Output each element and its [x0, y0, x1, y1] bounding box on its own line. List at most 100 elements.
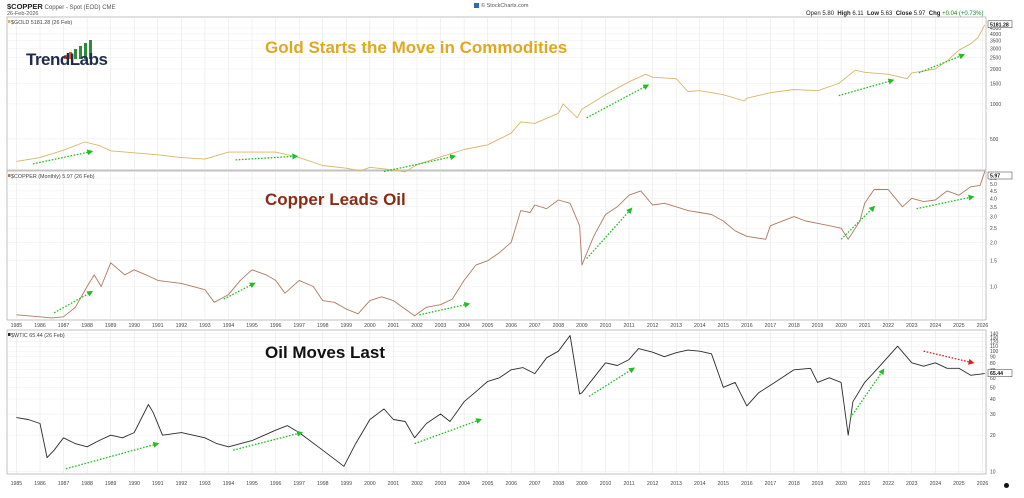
x-tick-label-bottom: 2022: [882, 481, 894, 487]
x-tick-label-top: 1987: [58, 323, 70, 329]
x-tick-label-top: 1990: [128, 323, 140, 329]
x-tick-label-bottom: 1991: [152, 481, 164, 487]
legend-swatch-oil: [8, 333, 11, 336]
x-tick-label-bottom: 1987: [58, 481, 70, 487]
y-tick-label: 10: [990, 469, 996, 475]
x-tick-label-bottom: 2009: [576, 481, 588, 487]
series-line-oil: [16, 335, 985, 467]
y-tick-label: 60: [990, 376, 996, 382]
chg-value: +0.04 (+0.73%): [942, 11, 984, 17]
logo-text: TrendLabs: [26, 50, 108, 69]
series-legend-oil: $WTIC 65.44 (26 Feb): [11, 333, 65, 339]
trend-arrow-up: [840, 205, 876, 240]
x-tick-label-bottom: 1999: [341, 481, 353, 487]
y-tick-label: 30: [990, 412, 996, 418]
symbol-description: Copper - Spot (EOD) CME: [44, 5, 116, 11]
logo-bars-icon: [64, 40, 92, 59]
x-tick-label-bottom: 1989: [105, 481, 117, 487]
x-tick-label-top: 1995: [246, 323, 258, 329]
header-date: 26-Feb-2026: [7, 11, 39, 17]
ohlc-readout: Open 5.80 High 6.11 Low 5.63 Close 5.97 …: [806, 11, 983, 17]
series-line-copper: [16, 171, 986, 319]
x-tick-label-top: 2026: [977, 323, 989, 329]
x-tick-label-top: 2001: [388, 323, 400, 329]
y-tick-label: 2.0: [990, 240, 997, 246]
x-tick-label-top: 2008: [553, 323, 565, 329]
y-tick-label: 3.0: [990, 215, 997, 221]
x-tick-label-top: 2003: [435, 323, 447, 329]
x-tick-label-bottom: 2024: [930, 481, 942, 487]
x-tick-label-bottom: 1988: [81, 481, 93, 487]
panel-frame-1: [6, 170, 987, 321]
y-tick-label: 4000: [990, 32, 1001, 38]
x-tick-label-bottom: 1986: [34, 481, 46, 487]
y-tick-label: 1500: [990, 81, 1001, 87]
y-tick-label: 80: [990, 361, 996, 367]
x-tick-label-top: 2011: [623, 323, 634, 329]
x-tick-label-bottom: 2011: [623, 481, 634, 487]
x-tick-label-top: 2010: [600, 323, 612, 329]
x-tick-label-top: 1985: [11, 323, 23, 329]
y-tick-label: 140: [990, 332, 999, 338]
y-tick-label: 130: [990, 335, 999, 341]
x-tick-label-bottom: 2007: [529, 481, 541, 487]
x-tick-label-top: 2013: [670, 323, 682, 329]
x-tick-label-bottom: 1994: [223, 481, 235, 487]
open-label: Open: [806, 11, 821, 17]
panel-frame-2: [6, 329, 987, 475]
axis-layer: 1985 1985 1986 1986 1987 1987 1988 1988 1989 1989…: [8, 20, 1013, 487]
x-tick-label-bottom: 2001: [388, 481, 400, 487]
x-tick-label-bottom: 2016: [741, 481, 753, 487]
oil-panel-title: Oil Moves Last: [265, 343, 385, 362]
x-tick-label-bottom: 2015: [718, 481, 730, 487]
x-tick-label-bottom: 2005: [482, 481, 494, 487]
y-tick-label: 50: [990, 385, 996, 391]
x-tick-label-bottom: 1992: [176, 481, 188, 487]
x-tick-label-top: 1997: [293, 323, 305, 329]
symbol-text: $COPPER: [7, 2, 43, 11]
trend-arrow-up: [586, 207, 633, 260]
x-tick-label-top: 2006: [505, 323, 517, 329]
last-value-badge-oil: [987, 369, 1013, 377]
y-tick-label: 2500: [990, 56, 1001, 62]
x-tick-label-top: 1989: [105, 323, 117, 329]
y-tick-label: 500: [990, 137, 999, 143]
x-tick-label-bottom: 1996: [270, 481, 282, 487]
close-label: Close: [895, 11, 913, 17]
open-value: 5.80: [822, 11, 835, 17]
y-tick-label: 100: [990, 349, 999, 355]
y-tick-label: 1000: [990, 102, 1001, 108]
low-label: Low: [866, 11, 879, 17]
x-tick-label-top: 2020: [835, 323, 847, 329]
last-value-badge-gold: [987, 20, 1013, 29]
chg-label: Chg: [928, 11, 941, 17]
site-text: © StockCharts.com: [481, 3, 529, 9]
trend-arrow-up: [414, 418, 483, 445]
x-tick-label-top: 2019: [812, 323, 824, 329]
trend-arrow-up: [586, 84, 650, 119]
x-tick-label-bottom: 2018: [788, 481, 800, 487]
x-tick-label-bottom: 2006: [505, 481, 517, 487]
x-tick-label-top: 2024: [930, 323, 942, 329]
x-tick-label-bottom: 2000: [364, 481, 376, 487]
x-tick-label-bottom: 2004: [458, 481, 470, 487]
y-tick-label: 1.5: [990, 259, 997, 265]
grid-layer: [6, 16, 987, 475]
line-layer: [16, 24, 986, 467]
x-tick-label-top: 1999: [341, 323, 353, 329]
x-tick-label-bottom: 2003: [435, 481, 447, 487]
y-tick-label: 5.0: [990, 182, 997, 188]
y-tick-label: 3500: [990, 39, 1001, 45]
x-tick-label-bottom: 1990: [128, 481, 140, 487]
x-tick-label-bottom: 1997: [293, 481, 305, 487]
trend-arrow-up: [32, 149, 94, 165]
x-tick-label-top: 2021: [859, 323, 871, 329]
x-tick-label-bottom: 1998: [317, 481, 329, 487]
trend-arrow-up: [53, 291, 94, 314]
x-tick-label-top: 2012: [647, 323, 659, 329]
x-tick-label-top: 2023: [906, 323, 918, 329]
x-tick-label-top: 1996: [270, 323, 282, 329]
x-tick-label-top: 1986: [34, 323, 46, 329]
